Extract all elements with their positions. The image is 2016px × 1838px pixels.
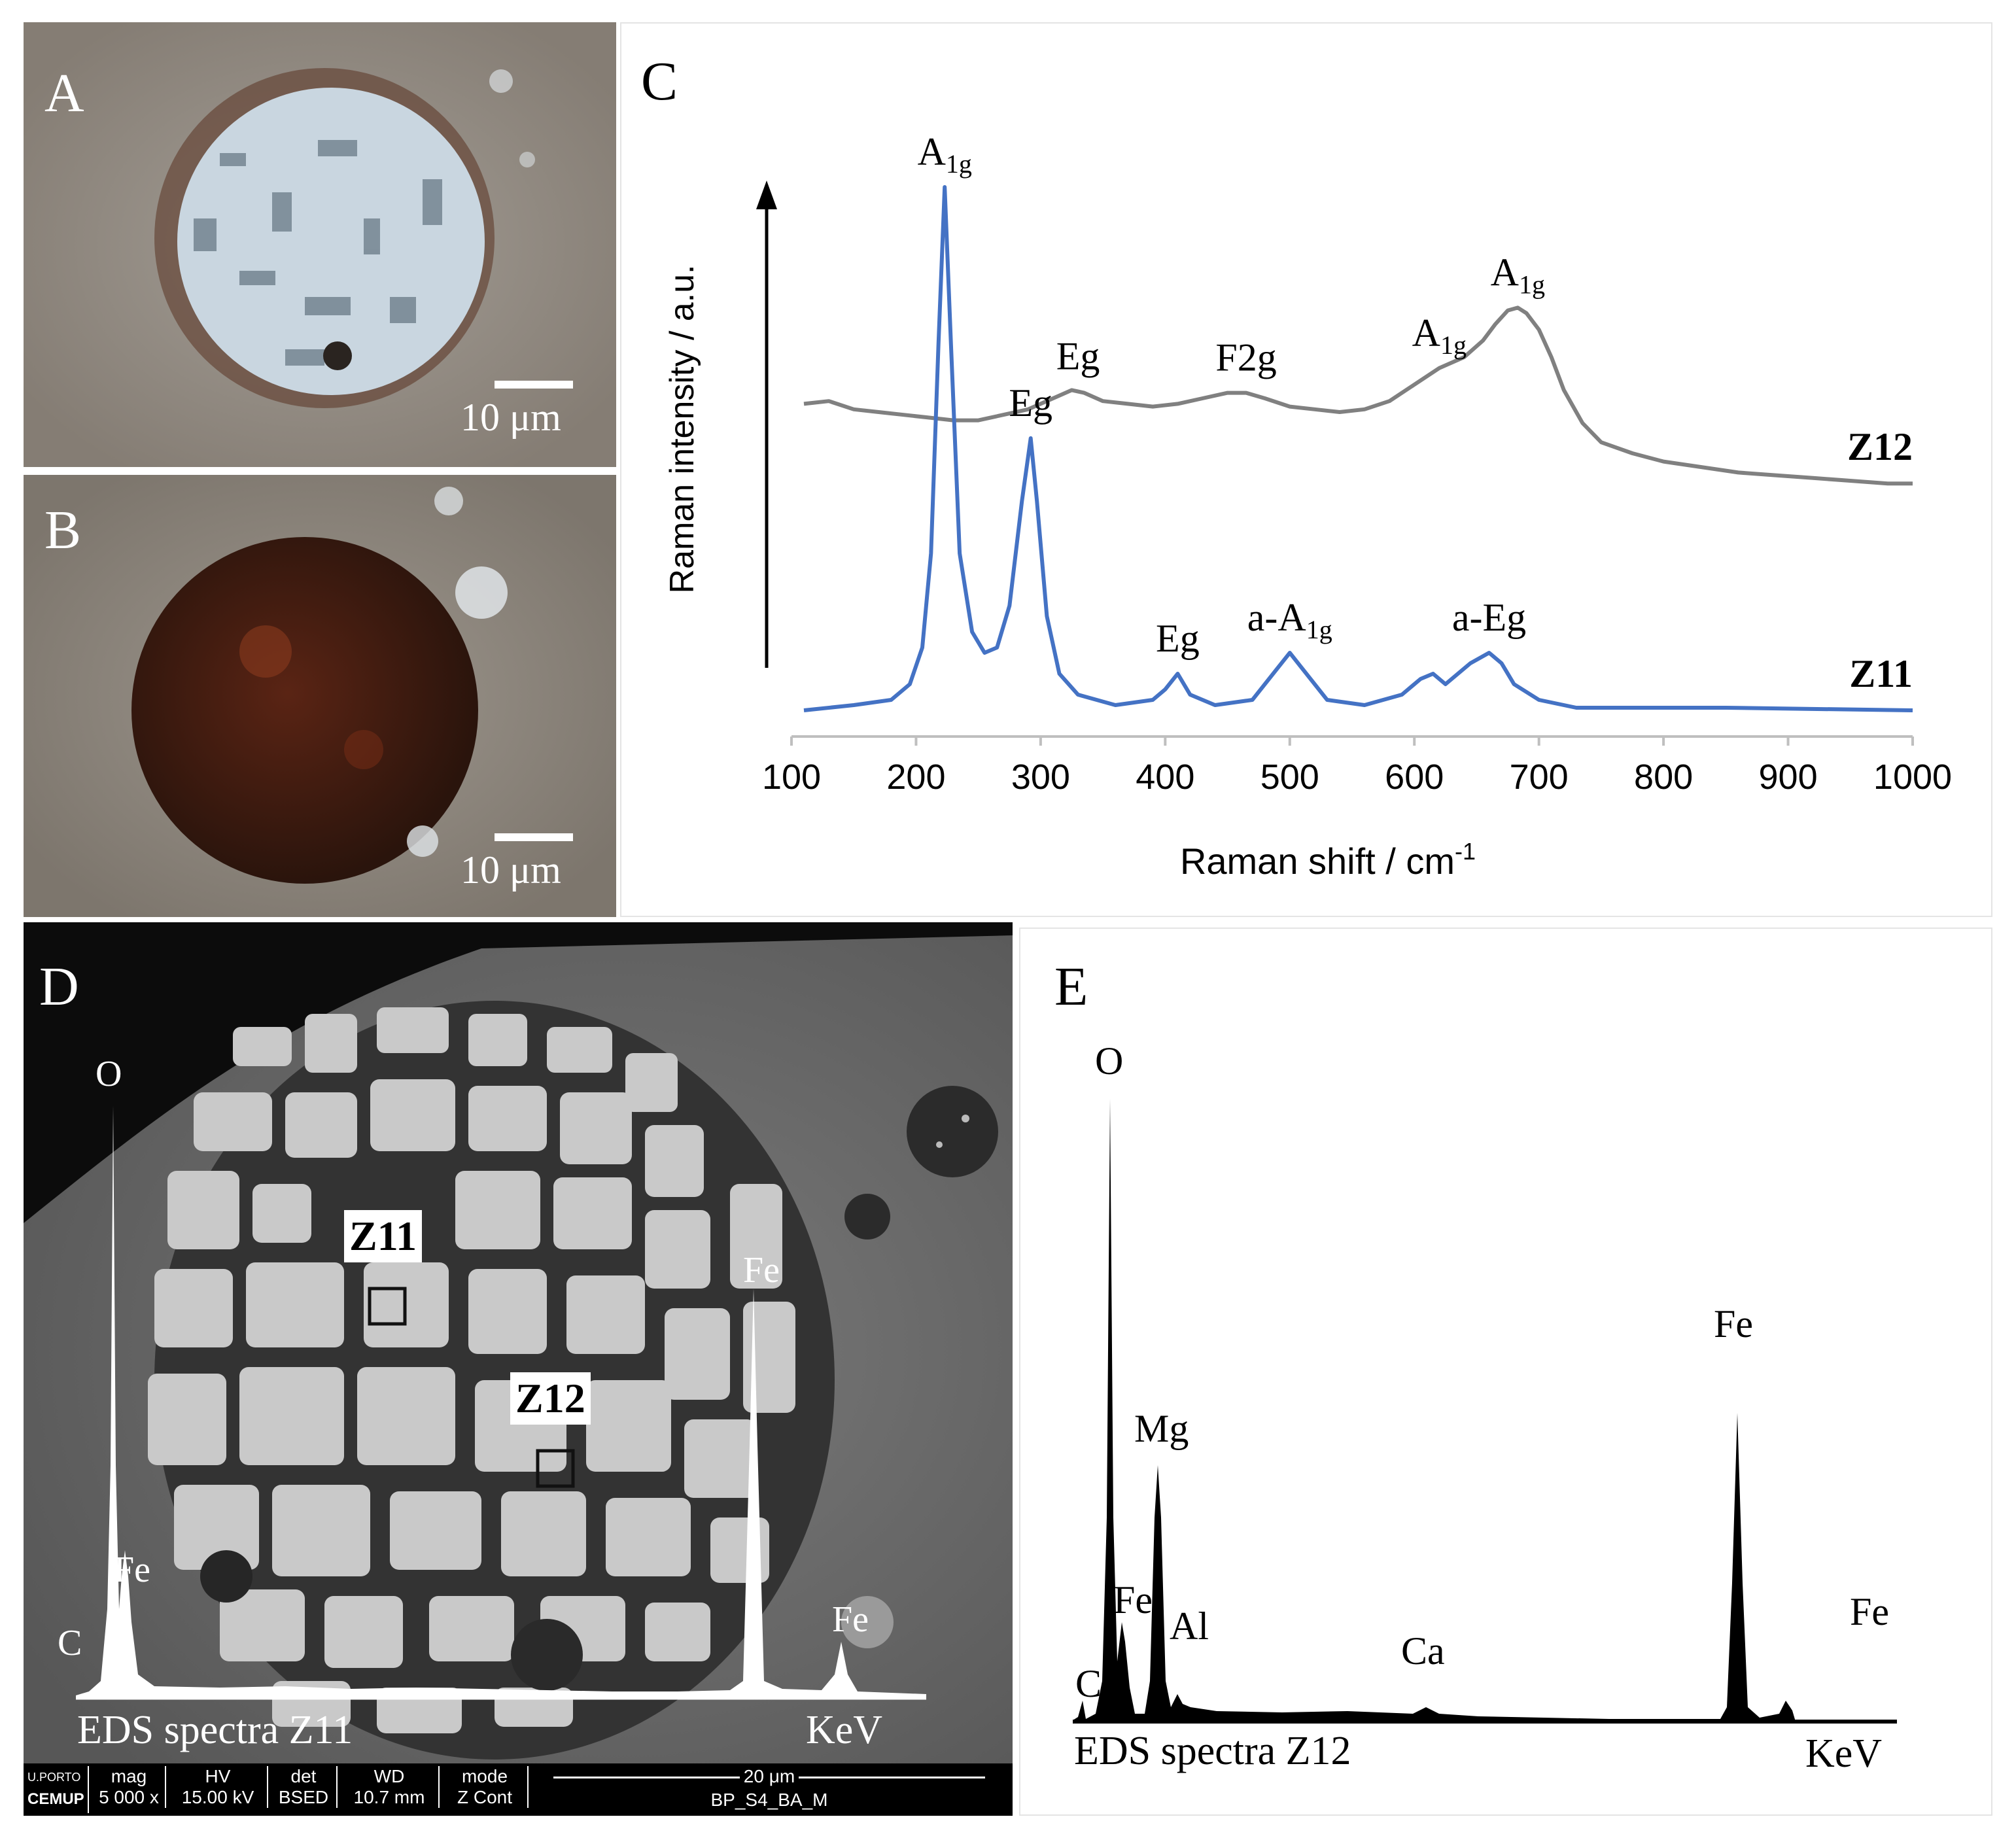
raman-peak-annotation: a-A1g	[1247, 596, 1332, 644]
eds-d-unit: KeV	[806, 1708, 883, 1752]
panel-b: B 10 μm	[24, 475, 616, 917]
zone-label-z12: Z12	[510, 1372, 591, 1425]
sem-value-det: BSED	[278, 1787, 329, 1807]
sem-sample-name: BP_S4_BA_M	[710, 1790, 828, 1810]
sem-field-hv: HV 15.00 kV	[169, 1766, 268, 1808]
eds-e-peak-c: C	[1075, 1662, 1102, 1705]
zone-z12-box	[536, 1449, 575, 1488]
eds-z11-spectrum	[76, 1105, 926, 1698]
raman-x-label: Raman shift / cm-1	[1180, 838, 1476, 882]
eds-d-peak-fe-low: Fe	[114, 1550, 150, 1590]
raman-series-z12	[803, 305, 1913, 486]
scalebar-a-label: 10 μm	[461, 396, 561, 439]
raman-x-tick-label: 900	[1759, 757, 1818, 797]
sem-infobar	[24, 1763, 1013, 1816]
sem-header-mode: mode	[461, 1766, 508, 1786]
panel-c: C 100 200 300 400 500 600 700 800 900 1000 Z12 Z11…	[620, 22, 1992, 917]
particle-b	[131, 537, 478, 884]
raman-peak-annotation: Eg	[1156, 617, 1200, 660]
sem-infobar-content: U.PORTO CEMUP mag 5 000 x HV 15.00 kV de…	[24, 1763, 1013, 1816]
eds-e-unit: KeV	[1805, 1731, 1883, 1776]
eds-d-caption: EDS spectra Z11	[77, 1708, 353, 1752]
panel-label-b: B	[44, 500, 82, 561]
zone-z11-box	[368, 1287, 407, 1326]
raman-series-label-z12: Z12	[1847, 425, 1913, 468]
sem-logo-top: U.PORTO	[27, 1771, 81, 1784]
raman-x-tick-label: 700	[1510, 757, 1569, 797]
raman-x-tick-label: 100	[762, 757, 821, 797]
sem-header-hv: HV	[205, 1766, 231, 1786]
panel-e: E O Mg Fe C Al Ca Fe Fe EDS spectra Z12 …	[1019, 928, 1992, 1816]
eds-e-peak-mg: Mg	[1134, 1407, 1189, 1450]
raman-x-tick-label: 600	[1385, 757, 1444, 797]
panel-a-micrograph	[24, 22, 616, 467]
sem-header-mag: mag	[111, 1766, 147, 1786]
scalebar-a-bar	[495, 381, 573, 389]
sem-logo: U.PORTO CEMUP	[27, 1766, 89, 1813]
sem-value-mag: 5 000 x	[99, 1787, 159, 1807]
sem-header-det: det	[290, 1766, 317, 1786]
panel-label-a: A	[44, 63, 84, 124]
raman-peak-annotation: A1g	[1412, 311, 1467, 360]
raman-peak-annotation: Eg	[1009, 381, 1052, 425]
raman-peak-annotation: A1g	[918, 130, 972, 179]
panel-label-e: E	[1054, 956, 1088, 1017]
panel-label-d: D	[39, 956, 79, 1017]
eds-d-peak-fe-main: Fe	[743, 1250, 780, 1291]
raman-x-axis: 100 200 300 400 500 600 700 800 900 1000	[762, 735, 1952, 797]
eds-d-peak-fe-high: Fe	[832, 1599, 869, 1640]
raman-x-tick-label: 400	[1136, 757, 1194, 797]
sem-field-mode: mode Z Cont	[442, 1766, 529, 1808]
raman-x-tick-label: 500	[1260, 757, 1319, 797]
raman-y-label: Raman intensity / a.u.	[663, 265, 701, 594]
raman-x-tick-label: 800	[1634, 757, 1693, 797]
sem-value-hv: 15.00 kV	[181, 1787, 254, 1807]
eds-e-peak-al: Al	[1170, 1604, 1209, 1648]
panel-a: A 10 μm	[24, 22, 616, 467]
panel-b-micrograph	[24, 475, 616, 917]
raman-peak-annotation: F2g	[1215, 336, 1276, 379]
eds-d-peak-o: O	[96, 1054, 122, 1094]
sem-value-mode: Z Cont	[457, 1787, 513, 1807]
sem-grains	[148, 1007, 795, 1733]
raman-x-tick-label: 200	[886, 757, 945, 797]
panel-d: D Z11 Z12 O Fe C Fe Fe EDS spectra Z11 K…	[24, 922, 1013, 1816]
sem-field-mag: mag 5 000 x	[93, 1766, 166, 1808]
raman-series-z11	[803, 185, 1913, 712]
eds-e-peak-ca: Ca	[1401, 1629, 1445, 1673]
panel-label-c: C	[641, 51, 678, 112]
eds-z12-chart	[1073, 1099, 1897, 1724]
eds-d-peak-c: C	[58, 1623, 82, 1663]
raman-x-tick-label: 300	[1011, 757, 1070, 797]
sem-value-wd: 10.7 mm	[353, 1787, 425, 1807]
scalebar-b-label: 10 μm	[461, 848, 561, 892]
sem-header-wd: WD	[374, 1766, 405, 1786]
sem-logo-bottom: CEMUP	[27, 1790, 84, 1808]
raman-x-tick-label: 1000	[1873, 757, 1952, 797]
raman-peak-annotation: a-Eg	[1452, 596, 1526, 639]
eds-e-peak-fe-high: Fe	[1850, 1590, 1889, 1633]
scalebar-b-bar	[495, 833, 573, 841]
eds-e-peak-fe-low: Fe	[1113, 1578, 1153, 1621]
raman-peak-annotation: A1g	[1491, 251, 1545, 299]
zone-label-z11: Z11	[344, 1210, 423, 1262]
sem-scale-field: 20 μm BP_S4_BA_M	[540, 1766, 998, 1811]
intensity-arrow-head	[756, 181, 777, 209]
sem-field-det: det BSED	[271, 1766, 338, 1808]
eds-e-peak-o: O	[1095, 1039, 1124, 1083]
raman-chart: 100 200 300 400 500 600 700 800 900 1000 Z12 Z11 A…	[663, 130, 1952, 882]
eds-e-peak-fe-main: Fe	[1714, 1302, 1753, 1345]
sem-field-wd: WD 10.7 mm	[340, 1766, 440, 1808]
raman-peak-annotation: Eg	[1056, 335, 1100, 378]
eds-e-caption: EDS spectra Z12	[1074, 1729, 1351, 1773]
sem-scale-label: 20 μm	[739, 1766, 799, 1786]
raman-series-group: Z12 Z11	[803, 185, 1913, 712]
raman-series-label-z11: Z11	[1849, 652, 1913, 695]
panel-d-sem-image	[24, 922, 1013, 1816]
